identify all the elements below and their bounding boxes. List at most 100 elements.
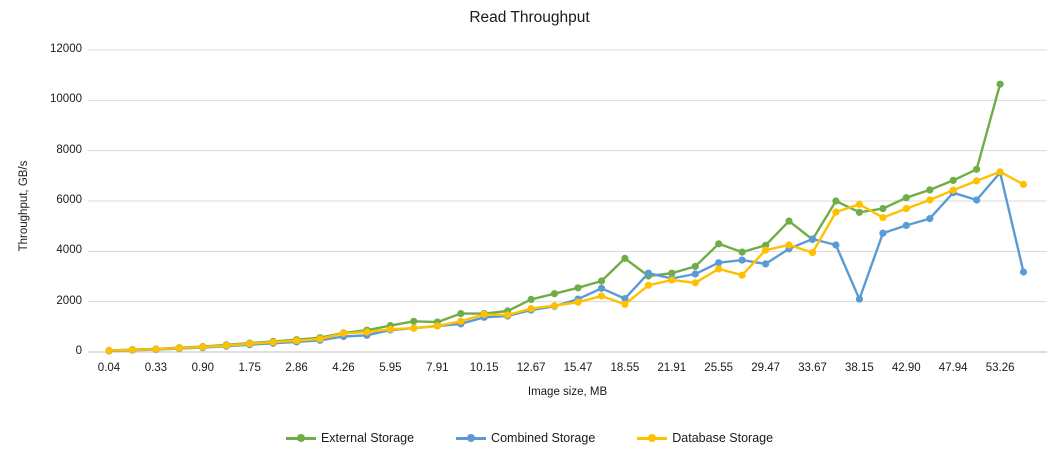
- x-tick-label: 29.47: [751, 362, 780, 374]
- y-tick-label: 12000: [50, 43, 82, 55]
- series-point: [855, 208, 864, 216]
- series-point: [668, 269, 676, 277]
- x-tick-label: 0.04: [97, 362, 121, 374]
- series-point: [949, 176, 957, 184]
- y-tick-label: 10000: [50, 93, 82, 106]
- x-tick-label: 33.67: [798, 362, 827, 374]
- series-line-database-storage: [108, 170, 1025, 352]
- series-point: [855, 200, 864, 208]
- series-point: [597, 277, 606, 285]
- series-point: [621, 300, 629, 308]
- series-point: [457, 310, 465, 318]
- series-point: [738, 256, 746, 264]
- x-tick-label: 0.90: [191, 362, 214, 374]
- series-point: [363, 328, 371, 336]
- series-point: [105, 347, 113, 355]
- series-point: [527, 295, 535, 303]
- series-point: [504, 311, 512, 319]
- series-point: [926, 186, 934, 194]
- series-point: [574, 298, 582, 306]
- series-point: [621, 295, 629, 303]
- series-point: [410, 317, 418, 325]
- x-tick-label: 18.55: [610, 362, 640, 374]
- x-tick-label: 42.90: [891, 362, 921, 374]
- x-tick-label: 25.55: [704, 362, 734, 374]
- series-point: [996, 80, 1004, 88]
- series-point: [738, 248, 746, 256]
- series-point: [832, 241, 840, 249]
- series-point: [480, 310, 488, 318]
- series-point: [152, 345, 160, 353]
- series-point: [269, 338, 277, 346]
- series-point: [879, 214, 887, 222]
- series-line-external-storage: [108, 83, 1002, 352]
- y-tick-label: 4000: [56, 244, 82, 257]
- x-tick-label: 53.26: [985, 362, 1015, 374]
- legend-label: Database Storage: [672, 431, 774, 445]
- x-tick-label: 1.75: [238, 362, 261, 374]
- series-point: [527, 305, 535, 313]
- series-point: [433, 322, 441, 330]
- y-tick-label: 6000: [56, 194, 82, 206]
- series-point: [574, 284, 582, 292]
- series-point: [668, 276, 676, 284]
- legend-line-marker-icon: [637, 434, 668, 442]
- series-point: [832, 208, 840, 216]
- legend-line-marker-icon: [456, 434, 487, 442]
- x-tick-label: 10.15: [469, 362, 499, 374]
- series-point: [1019, 268, 1028, 276]
- x-tick-label: 7.91: [426, 362, 449, 374]
- series-point: [973, 196, 981, 204]
- legend-item-external-storage: External Storage: [285, 431, 414, 445]
- series-point: [128, 346, 136, 354]
- series-point: [879, 205, 887, 213]
- series-point: [902, 205, 910, 213]
- series-point: [691, 270, 699, 278]
- x-tick-label: 47.94: [938, 362, 968, 374]
- series-line-combined-storage: [108, 171, 1025, 353]
- series-point: [879, 229, 887, 237]
- legend-label: Combined Storage: [491, 431, 596, 445]
- y-tick-label: 2000: [56, 294, 82, 307]
- series-point: [644, 269, 653, 277]
- series-point: [339, 329, 348, 337]
- legend: External Storage Combined Storage Database…: [0, 431, 1059, 445]
- legend-item-combined-storage: Combined Storage: [456, 431, 595, 445]
- series-point: [996, 168, 1004, 176]
- series-point: [597, 292, 606, 300]
- x-tick-label: 5.95: [379, 362, 402, 374]
- series-point: [691, 279, 699, 287]
- series-point: [808, 249, 817, 257]
- x-axis-title: Image size, MB: [527, 386, 608, 398]
- series-point: [175, 344, 183, 352]
- series-point: [715, 265, 723, 273]
- series-point: [644, 281, 653, 289]
- series-point: [926, 215, 934, 223]
- series-point: [386, 325, 394, 333]
- series-point: [316, 335, 324, 343]
- x-tick-label: 38.15: [845, 362, 874, 374]
- series-point: [199, 343, 207, 351]
- series-point: [550, 290, 559, 298]
- x-tick-label: 4.26: [332, 362, 355, 374]
- chart-title: Read Throughput: [469, 9, 590, 26]
- series-point: [902, 221, 910, 229]
- x-tick-label: 2.86: [285, 362, 308, 374]
- series-point: [832, 197, 840, 205]
- series-point: [715, 240, 723, 248]
- x-tick-label: 12.67: [516, 362, 546, 374]
- series-point: [691, 262, 699, 270]
- series-point: [457, 317, 465, 325]
- x-tick-label: 0.33: [144, 362, 168, 374]
- series-point: [785, 241, 793, 249]
- y-tick-label: 8000: [56, 143, 82, 156]
- legend-line-marker-icon: [285, 434, 316, 442]
- series-point: [762, 260, 770, 268]
- series-point: [762, 246, 770, 254]
- series-point: [293, 337, 301, 345]
- series-point: [738, 271, 746, 279]
- x-tick-label: 21.91: [657, 362, 687, 374]
- series-point: [246, 340, 254, 348]
